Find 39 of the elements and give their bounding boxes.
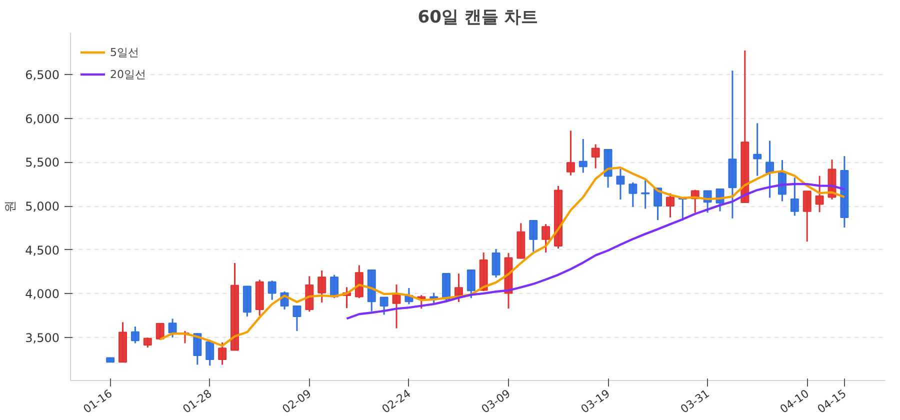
candlestick [143, 336, 152, 348]
candlestick [193, 332, 202, 366]
candlestick [790, 176, 799, 216]
y-tick-label: 4,000 [25, 287, 60, 302]
legend-label: 20일선 [110, 66, 146, 82]
candlestick [330, 274, 339, 299]
candlestick [218, 342, 227, 366]
candlestick [753, 122, 762, 177]
candlestick [591, 144, 600, 170]
candlestick [628, 182, 638, 208]
y-axis-title: 원 [3, 200, 18, 212]
candlestick [292, 305, 302, 332]
candlestick [578, 138, 588, 174]
candlestick [766, 140, 774, 198]
chart-title: 60일 캔들 차트 [418, 8, 538, 28]
candlestick [492, 248, 500, 278]
candlestick [529, 220, 538, 252]
y-tick-label: 5,000 [25, 200, 60, 214]
candlestick [542, 223, 550, 254]
candlestick [206, 338, 214, 366]
candlestick [815, 175, 824, 213]
candlestick [318, 270, 326, 304]
candlestick [168, 318, 177, 338]
candlestick [466, 269, 476, 299]
y-tick-label: 6,500 [25, 68, 60, 82]
candlestick [802, 190, 812, 242]
candlestick [268, 280, 276, 301]
candlestick [130, 326, 140, 344]
y-tick-label: 4,500 [25, 243, 60, 258]
y-tick-label: 5,500 [25, 156, 60, 170]
legend-label: 5일선 [110, 44, 139, 60]
candlestick [616, 168, 625, 200]
candlestick [641, 179, 650, 210]
y-tick-label: 6,000 [25, 112, 60, 126]
candlestick [380, 296, 388, 316]
candlestick [666, 192, 674, 218]
y-tick-label: 3,500 [25, 331, 60, 346]
candlestick [566, 130, 575, 176]
candlestick [392, 284, 401, 330]
